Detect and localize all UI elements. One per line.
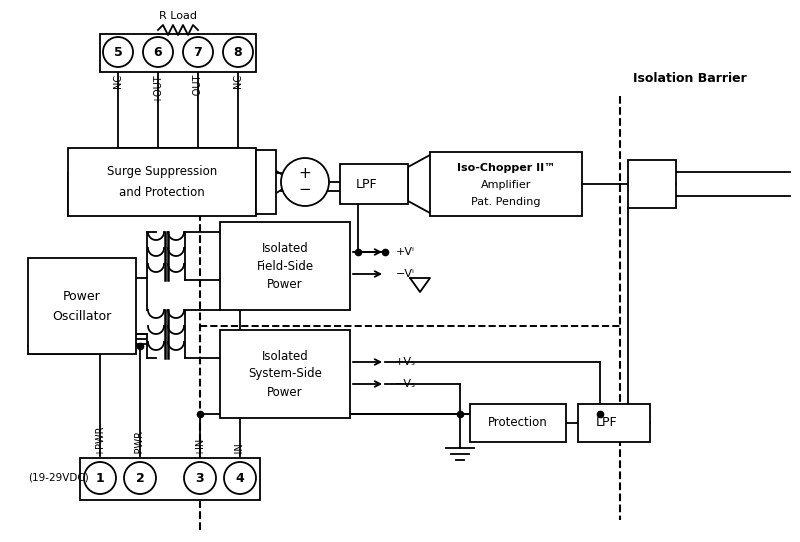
- Bar: [628, 160, 676, 208]
- Text: 2: 2: [136, 472, 144, 485]
- Text: System-Side: System-Side: [248, 367, 322, 380]
- Bar: [28, 258, 136, 354]
- Circle shape: [183, 37, 213, 67]
- Text: 1: 1: [96, 472, 104, 485]
- Bar: [100, 34, 256, 72]
- Text: (19-29VDC): (19-29VDC): [28, 473, 89, 483]
- Circle shape: [124, 462, 156, 494]
- Text: +OUT: +OUT: [153, 74, 163, 102]
- Text: −Vₛ: −Vₛ: [394, 379, 415, 389]
- Text: Surge Suppression: Surge Suppression: [107, 165, 217, 178]
- Text: 5: 5: [114, 46, 122, 59]
- Text: Iso-Chopper II™: Iso-Chopper II™: [457, 163, 555, 173]
- Text: NC: NC: [233, 74, 243, 88]
- Text: Isolated: Isolated: [262, 242, 308, 255]
- Text: LPF: LPF: [356, 177, 378, 190]
- Bar: [430, 152, 582, 216]
- Text: 3: 3: [196, 472, 204, 485]
- Circle shape: [223, 37, 253, 67]
- Text: Isolated: Isolated: [262, 350, 308, 363]
- Text: Oscillator: Oscillator: [52, 309, 112, 322]
- Text: Field-Side: Field-Side: [257, 260, 314, 273]
- Circle shape: [184, 462, 216, 494]
- Text: -OUT: -OUT: [193, 74, 203, 99]
- Text: +Vⁱ: +Vⁱ: [395, 247, 414, 257]
- Text: R Load: R Load: [159, 11, 197, 21]
- Text: +PWR: +PWR: [95, 425, 105, 456]
- Text: Isolation Barrier: Isolation Barrier: [633, 72, 747, 85]
- Text: −Vⁱ: −Vⁱ: [395, 269, 414, 279]
- Text: -PWR: -PWR: [135, 430, 145, 456]
- Circle shape: [224, 462, 256, 494]
- Text: 6: 6: [154, 46, 162, 59]
- Text: +IN: +IN: [195, 438, 205, 456]
- Text: Amplifier: Amplifier: [481, 180, 531, 190]
- Text: LPF: LPF: [596, 416, 618, 429]
- Text: Power: Power: [267, 385, 303, 398]
- Bar: [340, 164, 408, 204]
- Text: 7: 7: [194, 46, 202, 59]
- Text: Protection: Protection: [488, 416, 548, 429]
- Text: +Vₛ: +Vₛ: [394, 357, 415, 367]
- Text: Power: Power: [63, 289, 101, 302]
- Text: +: +: [298, 166, 311, 182]
- Circle shape: [281, 158, 329, 206]
- Bar: [68, 148, 256, 216]
- Circle shape: [103, 37, 133, 67]
- Text: 4: 4: [236, 472, 244, 485]
- Text: -IN: -IN: [235, 442, 245, 456]
- Text: 8: 8: [234, 46, 242, 59]
- Text: −: −: [298, 183, 311, 197]
- Bar: [578, 404, 650, 442]
- Bar: [256, 150, 276, 214]
- Circle shape: [143, 37, 173, 67]
- Text: Pat. Pending: Pat. Pending: [471, 197, 541, 207]
- Text: NC: NC: [113, 74, 123, 88]
- Bar: [220, 330, 350, 418]
- Bar: [80, 458, 260, 500]
- Text: and Protection: and Protection: [119, 185, 205, 198]
- Bar: [470, 404, 566, 442]
- Circle shape: [84, 462, 116, 494]
- Text: Power: Power: [267, 278, 303, 291]
- Bar: [220, 222, 350, 310]
